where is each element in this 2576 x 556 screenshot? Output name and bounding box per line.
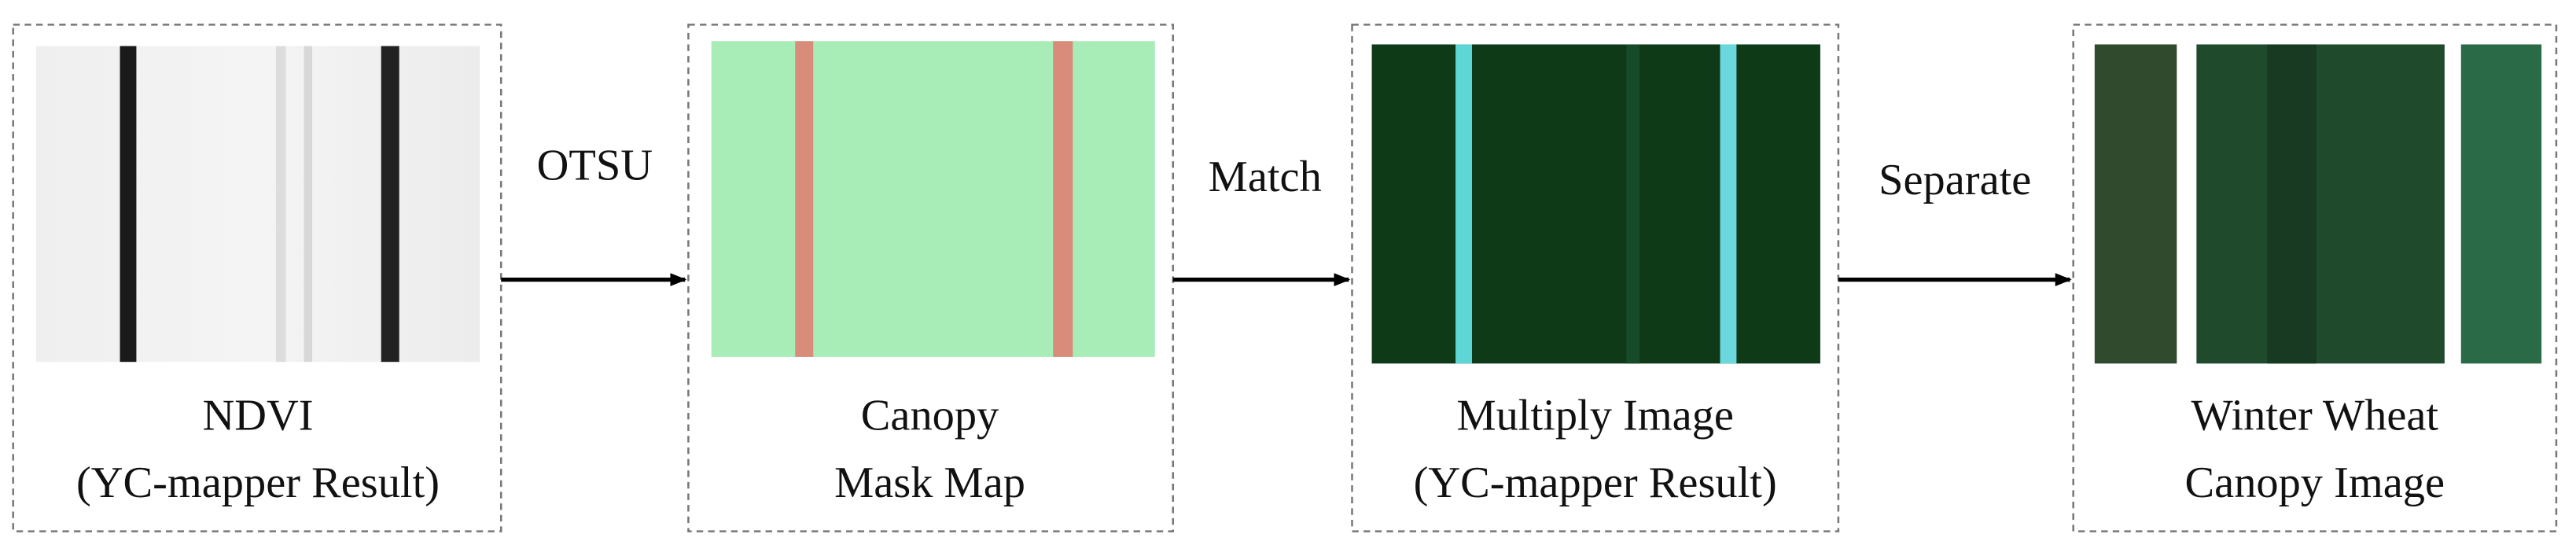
edge-label: Separate	[1879, 156, 2031, 204]
mask-image	[711, 41, 1155, 357]
canopy-image	[2267, 44, 2317, 364]
multiply-stripe	[1455, 44, 1472, 364]
node-label: (YC-mapper Result)	[1414, 458, 1777, 507]
node-label: Canopy	[861, 391, 999, 440]
multiply-stripe	[1626, 44, 1640, 364]
canopy-image	[2196, 44, 2445, 364]
ndvi-image	[35, 46, 480, 363]
ndvi-stripe	[120, 46, 137, 363]
ndvi-stripe	[381, 46, 399, 363]
node-label: Winter Wheat	[2191, 391, 2438, 440]
mask-stripe	[795, 41, 814, 357]
mask-stripe	[1053, 41, 1073, 357]
node-label: Mask Map	[834, 458, 1025, 507]
edge-label: OTSU	[537, 141, 653, 190]
canopy-image	[2094, 44, 2177, 364]
multiply-image	[1371, 44, 1820, 364]
canopy-image	[2460, 44, 2542, 364]
ndvi-stripe	[276, 46, 286, 363]
edge-label: Match	[1209, 153, 1322, 201]
ndvi-stripe	[304, 46, 312, 363]
node-label: Canopy Image	[2185, 458, 2445, 507]
multiply-stripe	[1720, 44, 1737, 364]
node-label: Multiply Image	[1456, 391, 1733, 440]
node-label: (YC-mapper Result)	[76, 458, 440, 507]
node-box	[2072, 24, 2558, 532]
node-label: NDVI	[203, 391, 314, 440]
